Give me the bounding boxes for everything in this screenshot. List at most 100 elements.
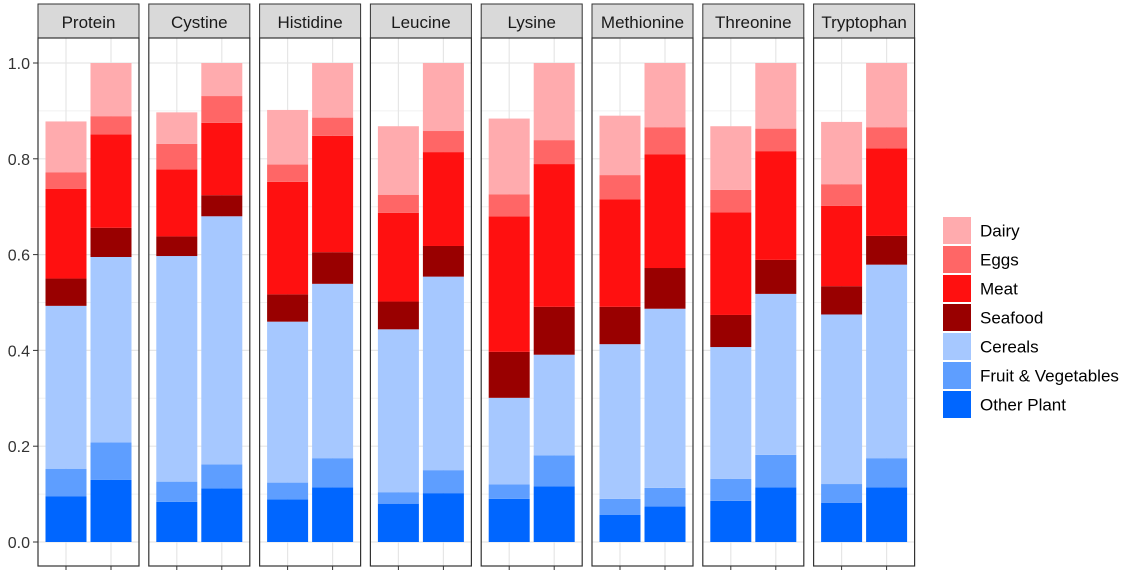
bar-segment-fruit-and-vegetables xyxy=(599,498,641,515)
bar-segment-seafood xyxy=(312,252,354,284)
bar-segment-seafood xyxy=(377,301,419,330)
bar-segment-seafood xyxy=(267,294,309,322)
legend-label: Dairy xyxy=(980,222,1020,241)
bar-segment-other-plant xyxy=(533,486,575,542)
y-tick-label: 0.0 xyxy=(8,535,30,552)
bar-1 xyxy=(599,115,641,542)
facet-strip-label: Leucine xyxy=(391,13,451,32)
bar-segment-dairy xyxy=(533,63,575,141)
facet-protein: Protein xyxy=(37,3,140,570)
bar-2 xyxy=(866,63,908,542)
facet-strip-label: Protein xyxy=(62,13,116,32)
bar-segment-dairy xyxy=(755,63,797,129)
bar-segment-cereals xyxy=(866,264,908,459)
facet-panel-border xyxy=(702,37,805,567)
bar-segment-cereals xyxy=(267,321,309,483)
bar-segment-fruit-and-vegetables xyxy=(755,454,797,488)
bar-segment-meat xyxy=(156,169,198,237)
bar-1 xyxy=(267,109,309,542)
bar-segment-other-plant xyxy=(312,487,354,542)
facet-strip xyxy=(148,3,251,39)
legend-item-eggs: Eggs xyxy=(943,246,1019,273)
bar-segment-seafood xyxy=(533,306,575,355)
facet-panel-border xyxy=(37,37,140,567)
bar-2 xyxy=(755,63,797,542)
bar-segment-fruit-and-vegetables xyxy=(533,455,575,487)
bar-segment-other-plant xyxy=(422,493,464,542)
bar-segment-cereals xyxy=(45,305,87,469)
bar-segment-meat xyxy=(201,122,243,196)
bar-segment-cereals xyxy=(599,344,641,499)
bar-segment-eggs xyxy=(866,127,908,149)
bar-segment-dairy xyxy=(201,63,243,97)
bar-segment-eggs xyxy=(488,194,530,217)
bar-1 xyxy=(821,121,863,542)
bar-segment-fruit-and-vegetables xyxy=(45,468,87,497)
bar-segment-meat xyxy=(422,152,464,246)
bar-2 xyxy=(201,63,243,542)
bar-segment-eggs xyxy=(821,184,863,206)
facet-tryptophan: Tryptophan xyxy=(812,3,916,570)
bar-segment-seafood xyxy=(201,195,243,217)
bar-2 xyxy=(422,63,464,542)
facet-threonine: Threonine xyxy=(702,3,805,570)
bar-segment-eggs xyxy=(201,96,243,123)
bar-segment-dairy xyxy=(45,121,87,173)
bar-segment-dairy xyxy=(710,126,752,190)
bar-segment-eggs xyxy=(533,140,575,165)
legend-key xyxy=(943,246,971,273)
legend-key xyxy=(943,391,971,418)
bar-segment-other-plant xyxy=(267,499,309,542)
facet-strip-label: Cystine xyxy=(171,13,228,32)
bar-segment-cereals xyxy=(422,276,464,471)
bar-segment-seafood xyxy=(90,227,132,257)
y-tick-label: 0.6 xyxy=(8,248,30,265)
bar-segment-meat xyxy=(312,135,354,253)
y-tick-label: 1.0 xyxy=(8,56,30,73)
bar-segment-meat xyxy=(533,164,575,307)
facet-strip xyxy=(591,3,694,39)
bar-segment-cereals xyxy=(488,397,530,485)
bar-segment-other-plant xyxy=(377,503,419,542)
facet-histidine: Histidine xyxy=(259,3,362,570)
bar-segment-cereals xyxy=(821,314,863,485)
facet-strip-label: Threonine xyxy=(715,13,792,32)
bar-segment-seafood xyxy=(599,306,641,345)
bar-segment-other-plant xyxy=(710,500,752,542)
bar-segment-seafood xyxy=(821,286,863,315)
legend-item-other-plant: Other Plant xyxy=(943,391,1066,418)
legend-item-cereals: Cereals xyxy=(943,333,1039,360)
bar-segment-fruit-and-vegetables xyxy=(201,464,243,489)
legend-label: Seafood xyxy=(980,309,1043,328)
bar-segment-eggs xyxy=(644,127,686,155)
bar-segment-fruit-and-vegetables xyxy=(488,484,530,499)
facet-panel-border xyxy=(480,37,583,567)
facet-strip xyxy=(813,3,916,39)
bar-segment-cereals xyxy=(533,354,575,456)
legend-label: Meat xyxy=(980,280,1018,299)
facet-strip-label: Histidine xyxy=(277,13,342,32)
legend-item-seafood: Seafood xyxy=(943,304,1043,331)
y-axis: 0.0 0.2 0.4 0.6 0.8 1.0 xyxy=(8,56,38,552)
facet-strip xyxy=(369,3,472,39)
legend-item-dairy: Dairy xyxy=(943,217,1020,244)
bar-segment-other-plant xyxy=(201,488,243,542)
bar-2 xyxy=(533,63,575,542)
y-tick-label: 0.8 xyxy=(8,152,30,169)
bar-segment-cereals xyxy=(156,256,198,482)
bar-segment-other-plant xyxy=(156,501,198,542)
bar-segment-other-plant xyxy=(755,487,797,542)
bar-segment-fruit-and-vegetables xyxy=(377,492,419,504)
bar-segment-dairy xyxy=(156,112,198,144)
bar-1 xyxy=(377,126,419,542)
facet-strip-label: Lysine xyxy=(507,13,556,32)
bar-segment-fruit-and-vegetables xyxy=(312,458,354,488)
bar-segment-dairy xyxy=(599,115,641,176)
bar-segment-eggs xyxy=(267,164,309,182)
bar-segment-dairy xyxy=(90,63,132,117)
y-tick-label: 0.2 xyxy=(8,439,30,456)
bar-segment-seafood xyxy=(710,314,752,348)
facet-panels: Protein Cystine Histidine Leucine Lysine Meth… xyxy=(37,3,916,570)
bar-segment-cereals xyxy=(710,347,752,479)
facet-lysine: Lysine xyxy=(480,3,583,570)
